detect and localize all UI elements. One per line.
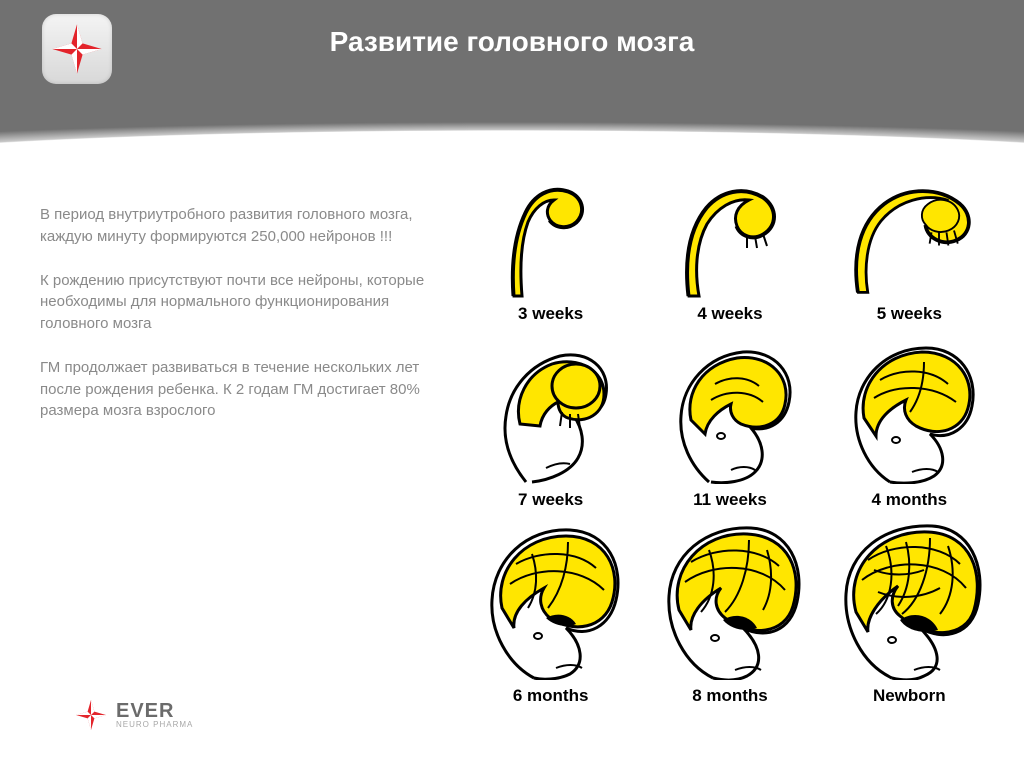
stage-label: 11 weeks	[649, 490, 810, 510]
footer-tagline: NEURO PHARMA	[116, 721, 193, 729]
brain-11-weeks-icon	[655, 334, 805, 484]
header-curve	[0, 90, 1024, 170]
stage-label: 6 months	[470, 686, 631, 706]
footer-logo: EVER NEURO PHARMA	[74, 698, 193, 732]
brain-7-weeks-icon	[476, 334, 626, 484]
brain-4-months-icon	[834, 334, 984, 484]
footer-logo-icon	[74, 698, 108, 732]
stage-8-months: 8 months	[649, 520, 810, 706]
stage-label: 3 weeks	[470, 304, 631, 324]
stage-label: 5 weeks	[829, 304, 990, 324]
stage-label: Newborn	[829, 686, 990, 706]
stage-11-weeks: 11 weeks	[649, 334, 810, 510]
brain-6-months-icon	[476, 520, 626, 680]
brain-3-weeks-icon	[476, 178, 626, 298]
stage-3-weeks: 3 weeks	[470, 178, 631, 324]
brain-8-months-icon	[655, 520, 805, 680]
slide: Развитие головного мозга В период внутри…	[0, 0, 1024, 768]
footer-brand: EVER	[116, 701, 193, 721]
brain-newborn-icon	[834, 520, 984, 680]
stage-label: 7 weeks	[470, 490, 631, 510]
stage-4-weeks: 4 weeks	[649, 178, 810, 324]
stage-7-weeks: 7 weeks	[470, 334, 631, 510]
paragraph-1: В период внутриутробного развития головн…	[40, 204, 430, 248]
page-title: Развитие головного мозга	[0, 26, 1024, 58]
brain-5-weeks-icon	[834, 178, 984, 298]
body-text: В период внутриутробного развития головн…	[40, 204, 430, 444]
stage-newborn: Newborn	[829, 520, 990, 706]
brain-development-diagram: 3 weeks 4 weeks 5 weeks	[470, 178, 990, 706]
stage-label: 8 months	[649, 686, 810, 706]
paragraph-2: К рождению присутствуют почти все нейрон…	[40, 270, 430, 335]
stage-label: 4 months	[829, 490, 990, 510]
paragraph-3: ГМ продолжает развиваться в течение неск…	[40, 357, 430, 422]
stage-5-weeks: 5 weeks	[829, 178, 990, 324]
brain-4-weeks-icon	[655, 178, 805, 298]
stage-label: 4 weeks	[649, 304, 810, 324]
stage-4-months: 4 months	[829, 334, 990, 510]
stage-6-months: 6 months	[470, 520, 631, 706]
